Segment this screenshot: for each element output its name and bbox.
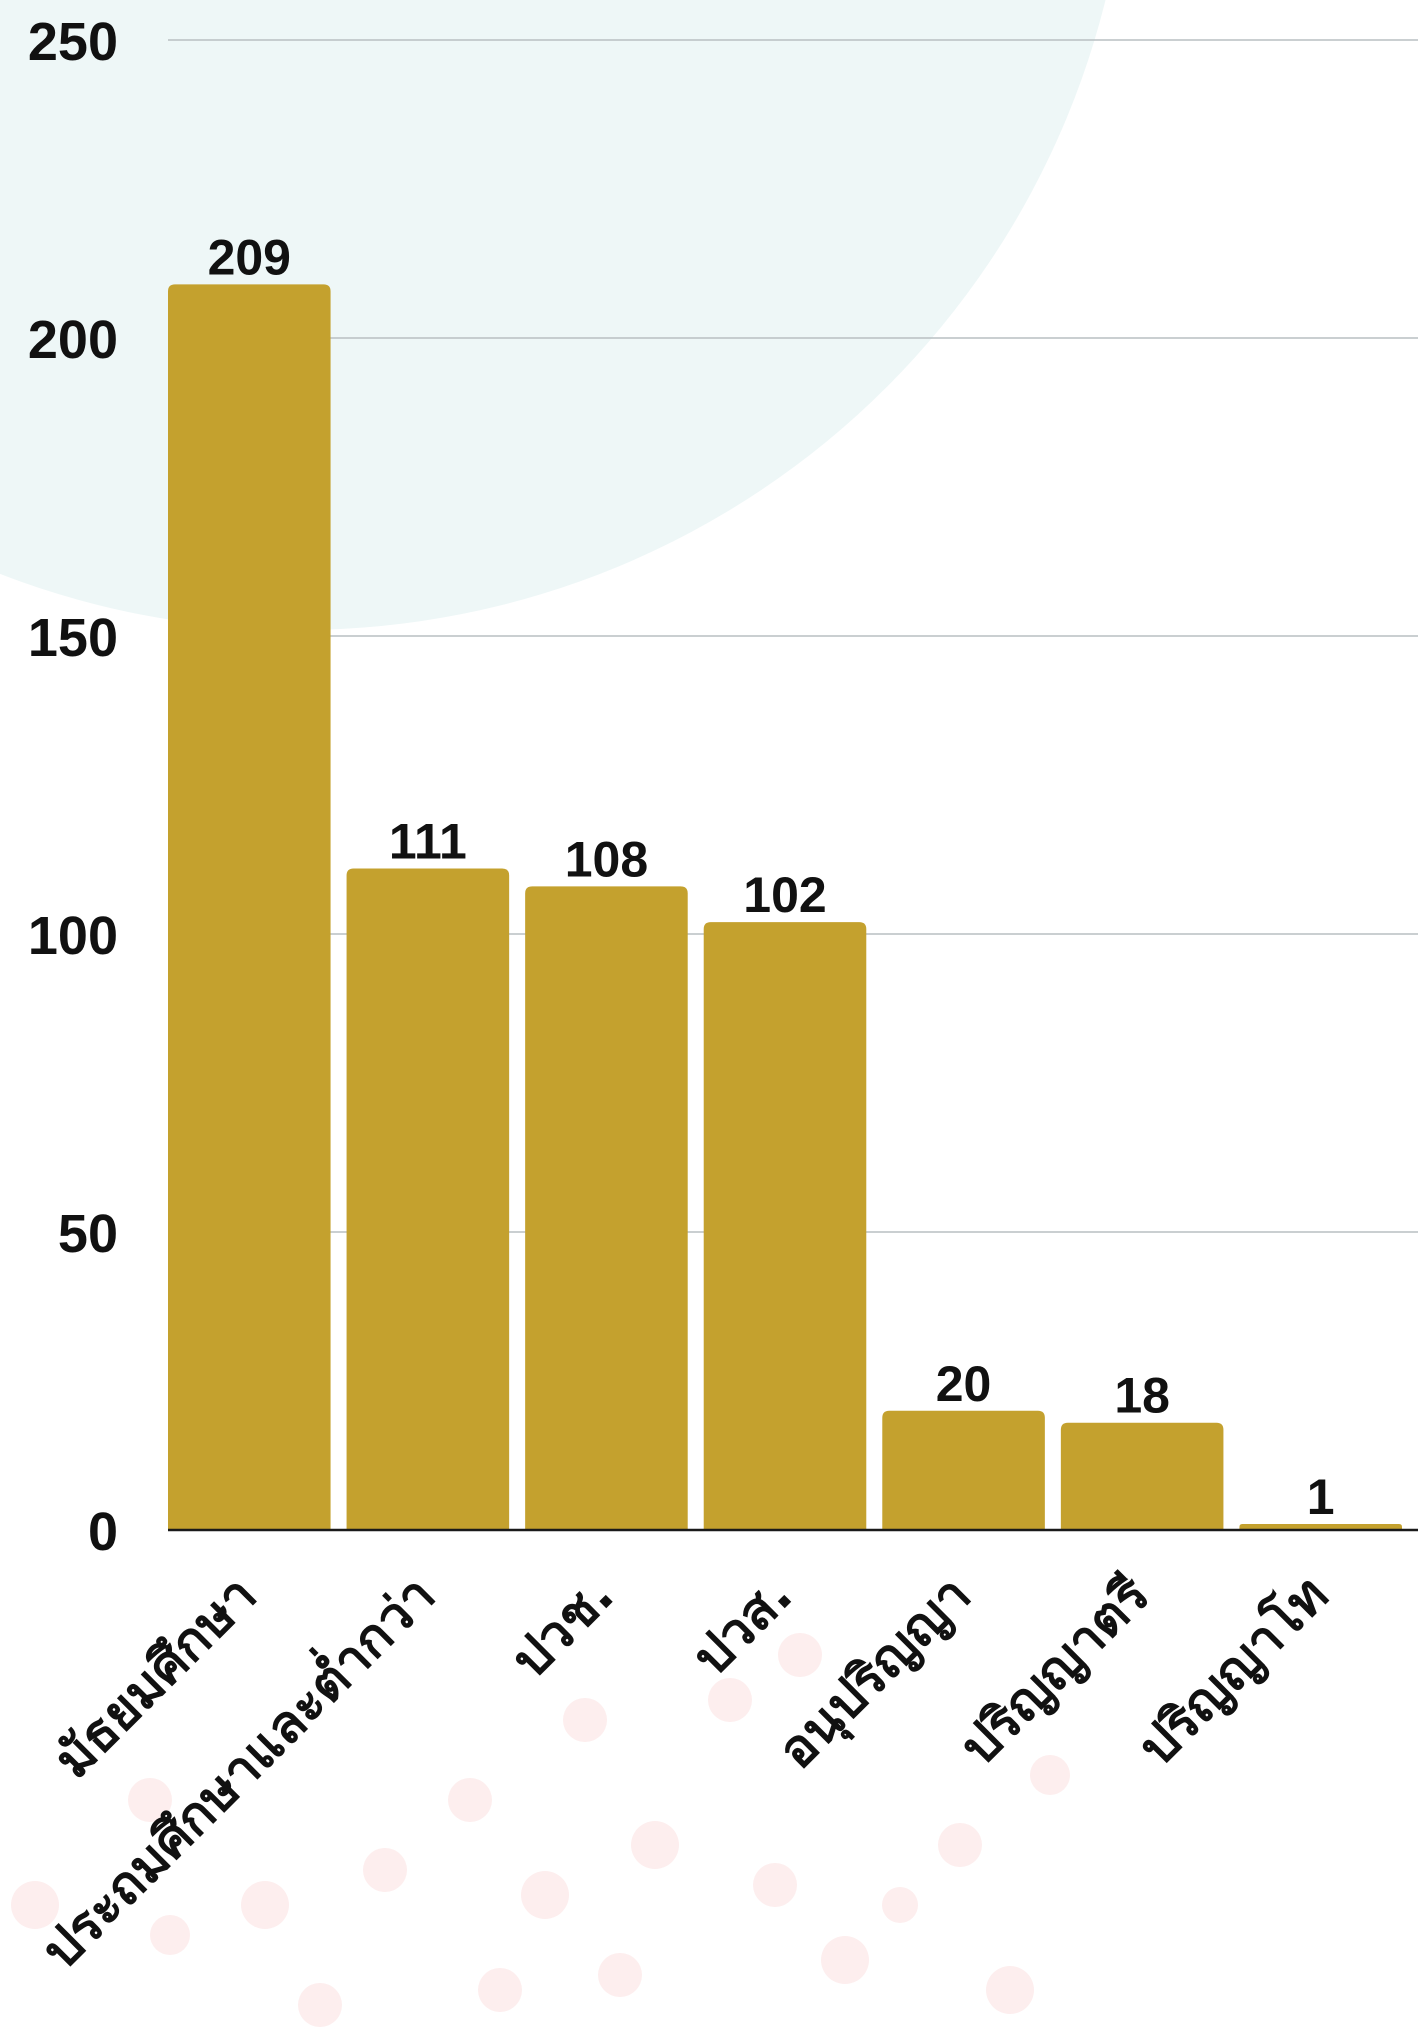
background-dot (821, 1936, 869, 1984)
data-label: 111 (389, 813, 467, 869)
background-dot (448, 1778, 492, 1822)
data-label: 102 (743, 867, 826, 923)
bar (168, 284, 331, 1530)
bar (525, 886, 688, 1530)
background-dot (1030, 1755, 1070, 1795)
background-dot (298, 1983, 342, 2027)
background-dot (708, 1678, 752, 1722)
background-dot (938, 1823, 982, 1867)
data-label: 209 (208, 229, 291, 285)
data-label: 20 (936, 1356, 992, 1412)
background-dot (521, 1871, 569, 1919)
data-label: 108 (565, 831, 648, 887)
background-dot (753, 1863, 797, 1907)
bar (704, 922, 867, 1530)
bar (1061, 1423, 1224, 1530)
bar (882, 1411, 1045, 1530)
y-tick-label: 150 (28, 608, 118, 668)
background-dot (363, 1848, 407, 1892)
background-dot (631, 1821, 679, 1869)
background-dot (598, 1953, 642, 1997)
y-tick-label: 100 (28, 906, 118, 966)
y-tick-label: 50 (58, 1204, 118, 1264)
x-tick-label: ปวช. (500, 1565, 625, 1690)
y-tick-label: 250 (28, 12, 118, 72)
background-dot (150, 1915, 190, 1955)
background-dot (986, 1966, 1034, 2014)
background-dot (563, 1698, 607, 1742)
x-tick-label: ปริญญาโท (1126, 1563, 1340, 1777)
y-tick-label: 0 (88, 1502, 118, 1562)
bar (347, 868, 510, 1530)
data-label: 1 (1307, 1469, 1335, 1525)
y-tick-label: 200 (28, 310, 118, 370)
background-dot (778, 1633, 822, 1677)
data-label: 18 (1114, 1368, 1170, 1424)
background-dot (882, 1887, 918, 1923)
x-tick-label: ปริญญาตรี (949, 1565, 1161, 1777)
background-dot (241, 1881, 289, 1929)
background-dot (478, 1968, 522, 2012)
